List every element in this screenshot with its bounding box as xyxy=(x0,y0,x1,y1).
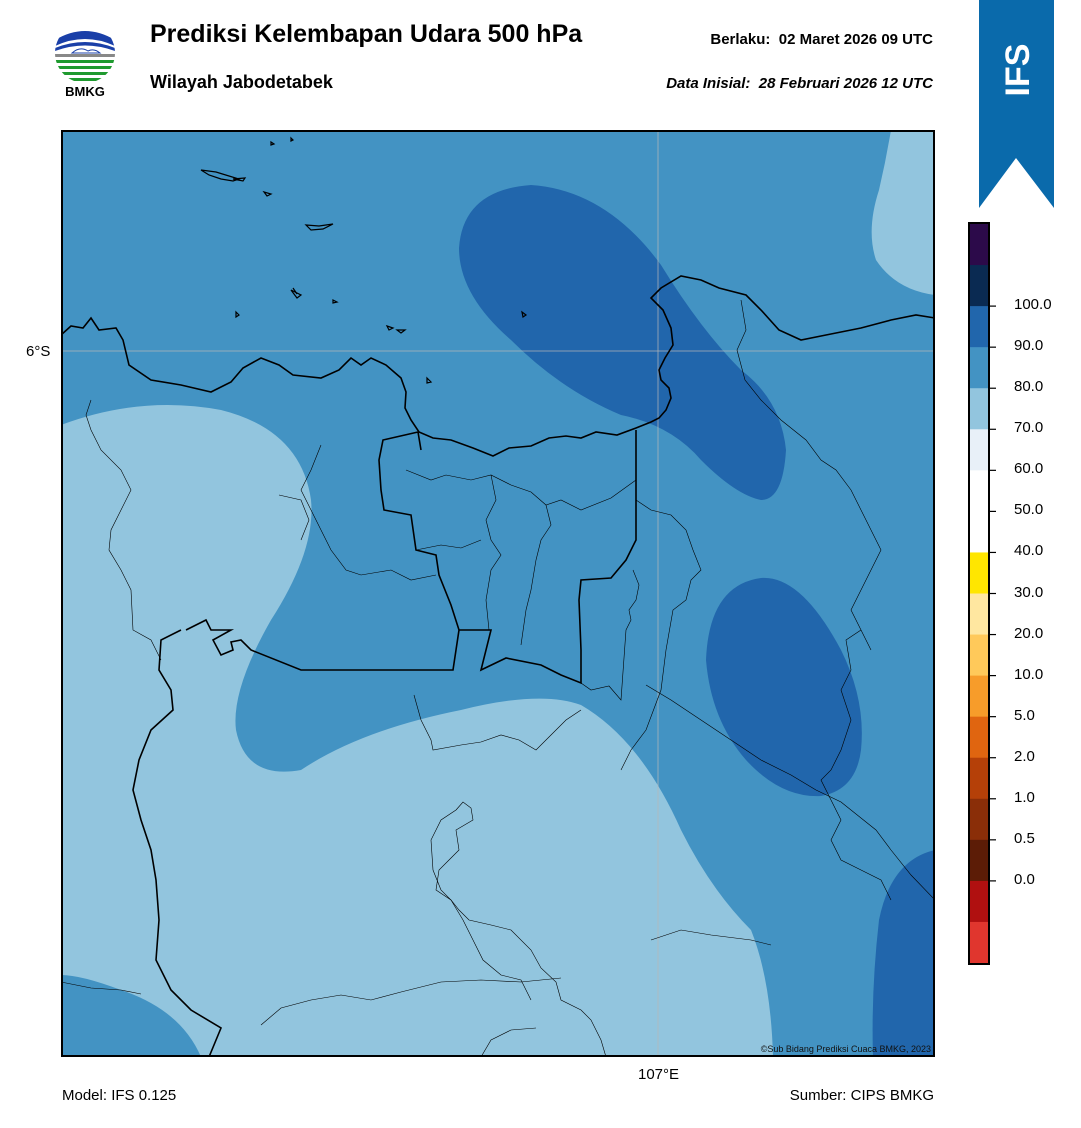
colorbar-label: 5.0 xyxy=(1014,706,1035,724)
colorbar-band xyxy=(970,388,989,430)
colorbar-band xyxy=(970,921,989,964)
colorbar-band xyxy=(970,839,989,882)
colorbar-label: 2.0 xyxy=(1014,747,1035,765)
colorbar-label: 30.0 xyxy=(1014,583,1044,601)
colorbar-label: 70.0 xyxy=(1014,419,1044,437)
colorbar-label: 50.0 xyxy=(1014,501,1044,519)
colorbar-label: 0.5 xyxy=(1014,829,1035,847)
colorbar-label: 10.0 xyxy=(1014,665,1044,683)
colorbar-band xyxy=(970,757,989,800)
colorbar-band xyxy=(970,306,989,348)
colorbar-band xyxy=(970,552,989,594)
colorbar-band xyxy=(970,429,989,471)
map-subtitle: Wilayah Jabodetabek xyxy=(150,72,333,92)
humidity-map: ©Sub Bidang Prediksi Cuaca BMKG, 2023 xyxy=(61,130,935,1057)
regency-boundaries xyxy=(61,299,935,1057)
colorbar-label: 0.0 xyxy=(1014,870,1035,888)
ifs-ribbon: IFS xyxy=(979,0,1054,208)
colorbar-label: 100.0 xyxy=(1014,296,1052,314)
copyright-text: ©Sub Bidang Prediksi Cuaca BMKG, 2023 xyxy=(761,1044,931,1054)
colorbar-label: 90.0 xyxy=(1014,337,1044,355)
model-label: Model: IFS 0.125 xyxy=(62,1087,177,1104)
colorbar-band xyxy=(970,224,989,266)
humidity-80-90-southeast xyxy=(872,850,935,1057)
longitude-label: 107°E xyxy=(638,1066,680,1083)
islands xyxy=(200,136,528,384)
colorbar-band xyxy=(970,634,989,677)
map-frame xyxy=(61,130,935,1057)
humidity-80-90-east xyxy=(706,577,862,797)
colorbar-band xyxy=(970,716,989,759)
humidity-60-70-northeast xyxy=(871,130,935,295)
colorbar-label: 1.0 xyxy=(1014,788,1035,806)
colorbar-label: 40.0 xyxy=(1014,542,1044,560)
valid-time-value: 02 Maret 2026 09 UTC xyxy=(778,31,933,48)
colorbar-bands xyxy=(970,224,989,964)
colorbar-band xyxy=(970,347,989,389)
colorbar-band xyxy=(970,265,989,307)
valid-time: Berlaku: 02 Maret 2026 09 UTC xyxy=(710,31,933,48)
init-label: Data Inisial: xyxy=(666,75,751,92)
colorbar-band xyxy=(970,470,989,512)
colorbar-band xyxy=(970,798,989,841)
source-label: Sumber: CIPS BMKG xyxy=(789,1087,934,1104)
colorbar-label: 60.0 xyxy=(1014,460,1044,478)
colorbar-band xyxy=(970,880,989,923)
province-boundary xyxy=(132,430,637,1057)
colorbar-band xyxy=(970,511,989,553)
colorbar-label: 80.0 xyxy=(1014,378,1044,396)
logo-text: BMKG xyxy=(65,84,105,99)
colorbar-band xyxy=(970,675,989,718)
colorbar xyxy=(968,222,996,965)
colorbar-ticks xyxy=(989,305,996,882)
colorbar-band xyxy=(970,593,989,636)
humidity-60-70-west xyxy=(61,405,773,1057)
valid-label: Berlaku: xyxy=(710,31,771,48)
map-title: Prediksi Kelembapan Udara 500 hPa xyxy=(150,20,583,48)
colorbar-label: 20.0 xyxy=(1014,624,1044,642)
bmkg-logo-icon xyxy=(55,23,115,83)
latitude-label: 6°S xyxy=(26,343,51,360)
init-time: Data Inisial: 28 Februari 2026 12 UTC xyxy=(666,75,933,92)
coastline xyxy=(61,275,935,457)
humidity-80-90-north xyxy=(459,185,786,500)
ribbon-text: IFS xyxy=(999,44,1037,97)
init-time-value: 28 Februari 2026 12 UTC xyxy=(758,75,933,92)
